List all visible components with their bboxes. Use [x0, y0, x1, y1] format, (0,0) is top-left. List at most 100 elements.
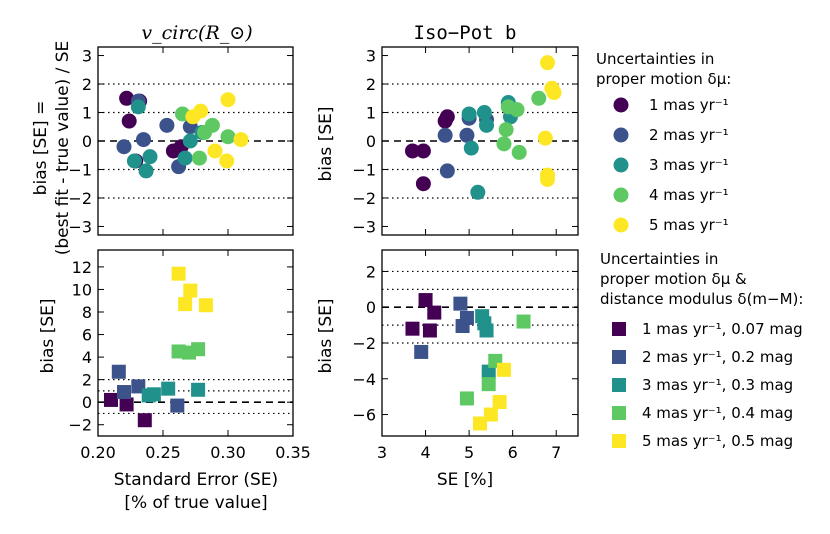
- y-tick-label: −3: [68, 217, 92, 236]
- legend-marker-1mas: [613, 97, 629, 113]
- data-point-2mas: [439, 163, 455, 179]
- data-point-1mas: [415, 143, 431, 159]
- data-point-3mas: [130, 99, 146, 115]
- data-point-4mas: [498, 122, 514, 138]
- y-tick-label: 0: [82, 393, 92, 412]
- y-tick-label: −2: [352, 334, 376, 353]
- data-point-4mas: [481, 377, 496, 392]
- legend-label-5mas: 5 mas yr⁻¹, 0.5 mag: [642, 432, 793, 450]
- data-point-3mas: [463, 140, 479, 156]
- legend-bottom-items: 1 mas yr⁻¹, 0.07 mag 2 mas yr⁻¹, 0.2 mag 3…: [612, 320, 803, 450]
- data-point-5mas: [496, 362, 511, 377]
- data-point-2mas: [116, 139, 132, 155]
- data-point-4mas: [459, 391, 474, 406]
- data-point-1mas: [119, 90, 135, 106]
- panel-top-left: −3 −2 −1 0 1 2 3: [68, 46, 294, 236]
- data-point-1mas: [418, 293, 433, 308]
- legend-marker-3mas: [613, 157, 629, 173]
- x-tick-label: 0.25: [145, 443, 181, 462]
- legend-bottom-title-line1: Uncertainties in: [600, 250, 718, 268]
- y-tick-label: 3: [82, 47, 92, 66]
- y-tick-label: −2: [352, 189, 376, 208]
- legend-marker-4mas: [612, 406, 626, 420]
- legend-top-items: 1 mas yr⁻¹ 2 mas yr⁻¹ 3 mas yr⁻¹ 4 mas yr⁻¹…: [613, 96, 729, 234]
- y-tick-label: 0: [82, 132, 92, 151]
- data-point-2mas: [117, 385, 131, 400]
- data-point-5mas: [219, 153, 235, 169]
- y-tick-label: 8: [82, 303, 92, 322]
- legend-label-2mas: 2 mas yr⁻¹, 0.2 mag: [642, 348, 793, 366]
- data-point-3mas: [476, 105, 492, 121]
- x-tick-label: 4: [420, 443, 430, 462]
- legend-marker-4mas: [613, 187, 629, 203]
- legend-bottom-title-line2: proper motion δμ &: [600, 270, 747, 288]
- y-tick-label: 0: [366, 132, 376, 151]
- y-tick-label: 12: [72, 258, 92, 277]
- data-point-5mas: [537, 130, 553, 146]
- data-point-3mas: [146, 387, 161, 402]
- data-point-3mas: [479, 323, 494, 338]
- ylabel-bottom-right: bias [SE]: [316, 299, 336, 374]
- data-point-5mas: [492, 395, 507, 410]
- data-point-2mas: [170, 398, 185, 413]
- data-point-5mas: [183, 283, 198, 298]
- data-point-4mas: [509, 102, 525, 118]
- y-tick-label: 2: [366, 75, 376, 94]
- data-point-1mas: [405, 321, 420, 336]
- data-point-5mas: [483, 407, 498, 422]
- axes-frame: [381, 249, 579, 437]
- legend-top-title-line2: proper motion δμ:: [596, 70, 731, 88]
- title-right: Iso−Pot b: [414, 22, 517, 44]
- y-tick-label: −3: [352, 217, 376, 236]
- data-point-2mas: [453, 296, 468, 311]
- x-tick-label: 3: [377, 443, 387, 462]
- data-point-5mas: [546, 85, 562, 101]
- legend-marker-2mas: [613, 127, 629, 143]
- legend-label-2mas: 2 mas yr⁻¹: [649, 126, 729, 144]
- data-point-3mas: [142, 149, 158, 165]
- data-point-5mas: [233, 132, 249, 148]
- x-tick-label: 6: [508, 443, 518, 462]
- ylabel-bottom-left: bias [SE]: [38, 299, 58, 374]
- y-tick-label: −1: [68, 160, 92, 179]
- data-point-5mas: [178, 297, 193, 312]
- data-point-1mas: [427, 305, 442, 320]
- data-point-3mas: [138, 163, 154, 179]
- legend-label-5mas: 5 mas yr⁻¹: [649, 216, 729, 234]
- y-tick-label: −1: [352, 160, 376, 179]
- data-point-1mas: [404, 143, 420, 159]
- data-point-5mas: [171, 266, 186, 281]
- y-tick-label: 1: [366, 104, 376, 123]
- data-point-4mas: [191, 150, 207, 166]
- y-tick-label: 4: [82, 348, 92, 367]
- y-tick-label: 2: [82, 371, 92, 390]
- legend-label-3mas: 3 mas yr⁻¹: [649, 156, 729, 174]
- xlabel-right: SE [%]: [437, 470, 493, 490]
- data-point-3mas: [161, 381, 176, 396]
- data-point-5mas: [540, 171, 556, 187]
- data-point-5mas: [193, 103, 209, 119]
- legend-label-1mas: 1 mas yr⁻¹, 0.07 mag: [642, 320, 803, 338]
- legend-label-4mas: 4 mas yr⁻¹: [649, 186, 729, 204]
- data-point-4mas: [496, 136, 512, 152]
- data-point-1mas: [121, 113, 137, 129]
- x-tick-label: 5: [464, 443, 474, 462]
- data-point-5mas: [473, 416, 487, 431]
- data-point-4mas: [204, 117, 220, 133]
- y-tick-label: 2: [366, 262, 376, 281]
- data-point-1mas: [437, 113, 453, 129]
- legend-label-3mas: 3 mas yr⁻¹, 0.3 mag: [642, 376, 793, 394]
- data-point-3mas: [479, 117, 495, 133]
- data-point-2mas: [159, 117, 175, 133]
- title-left: v_circ(R_⊙): [141, 22, 252, 44]
- data-point-3mas: [470, 184, 486, 200]
- data-point-2mas: [136, 132, 151, 148]
- data-point-1mas: [415, 176, 431, 192]
- panel-bottom-right: −6 −4 −2 0 2 3 4 5 6 7: [352, 249, 579, 462]
- ylabel-top-right: bias [SE]: [316, 107, 336, 182]
- data-point-5mas: [540, 55, 556, 71]
- y-tick-label: 1: [82, 104, 92, 123]
- data-point-4mas: [531, 90, 547, 106]
- data-point-4mas: [511, 144, 527, 160]
- data-point-5mas: [220, 92, 236, 108]
